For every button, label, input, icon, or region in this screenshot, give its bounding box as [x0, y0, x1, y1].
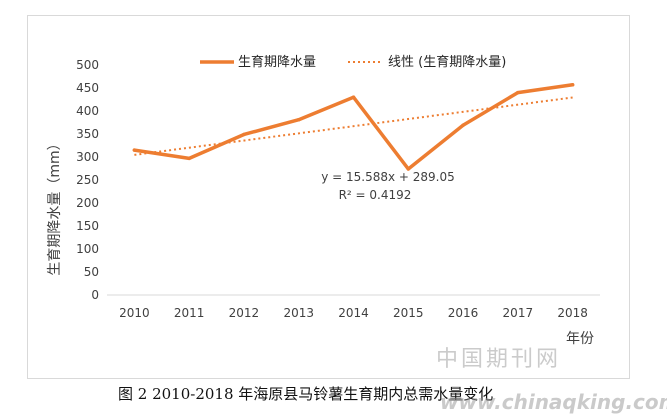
y-tick-label: 300: [76, 150, 99, 164]
chart-frame: 生育期降水量 线性 (生育期降水量) 生育期降水量（mm） 年份 y = 15.…: [27, 15, 630, 379]
legend-label-observed: 生育期降水量: [238, 54, 316, 70]
data-point: [461, 123, 465, 127]
data-point: [132, 148, 137, 152]
trend-line: [134, 96, 573, 156]
y-tick-label: 50: [84, 265, 99, 279]
figure-caption: 图 2 2010-2018 年海原县马铃薯生育期内总需水量变化: [118, 385, 494, 403]
data-point: [570, 83, 575, 87]
y-tick-label: 150: [76, 219, 99, 233]
x-tick-label: 2018: [557, 306, 588, 320]
y-tick-label: 400: [76, 104, 99, 118]
data-point: [516, 90, 520, 95]
chart-legend: 生育期降水量 线性 (生育期降水量): [200, 54, 506, 70]
trend-equation: y = 15.588x + 289.05: [321, 170, 455, 184]
legend-label-trend: 线性 (生育期降水量): [388, 54, 506, 70]
plot-area: 0 50 100 150 200 250 300 350 400 450 500 2010 2011 20…: [76, 58, 600, 320]
y-axis-title: 生育期降水量（mm）: [47, 136, 63, 275]
x-tick-label: 2012: [229, 306, 260, 320]
x-tick-label: 2016: [448, 306, 479, 320]
y-tick-label: 100: [76, 242, 99, 256]
x-tick-label: 2015: [393, 306, 424, 320]
x-tick-label: 2014: [338, 306, 369, 320]
data-point: [242, 132, 246, 137]
y-tick-label: 200: [76, 196, 99, 210]
data-point: [351, 95, 356, 99]
x-tick-label: 2010: [119, 306, 150, 320]
data-point: [187, 156, 191, 161]
y-tick-label: 250: [76, 173, 99, 187]
x-tick-label: 2013: [283, 306, 314, 320]
data-point: [406, 167, 410, 171]
watermark-text: 中国期刊网: [436, 347, 562, 372]
y-tick-label: 350: [76, 127, 99, 141]
x-axis-title: 年份: [566, 331, 594, 347]
x-tick-label: 2017: [503, 306, 534, 320]
y-tick-label: 450: [76, 81, 99, 95]
y-tick-label: 500: [76, 58, 99, 72]
trend-r-squared: R² = 0.4192: [339, 188, 412, 202]
data-point: [297, 118, 301, 122]
watermark-url: www.chinaqking.com: [440, 390, 667, 414]
line-chart: 生育期降水量 线性 (生育期降水量) 生育期降水量（mm） 年份 y = 15.…: [47, 54, 600, 347]
y-tick-label: 0: [91, 288, 99, 302]
x-tick-label: 2011: [174, 306, 205, 320]
